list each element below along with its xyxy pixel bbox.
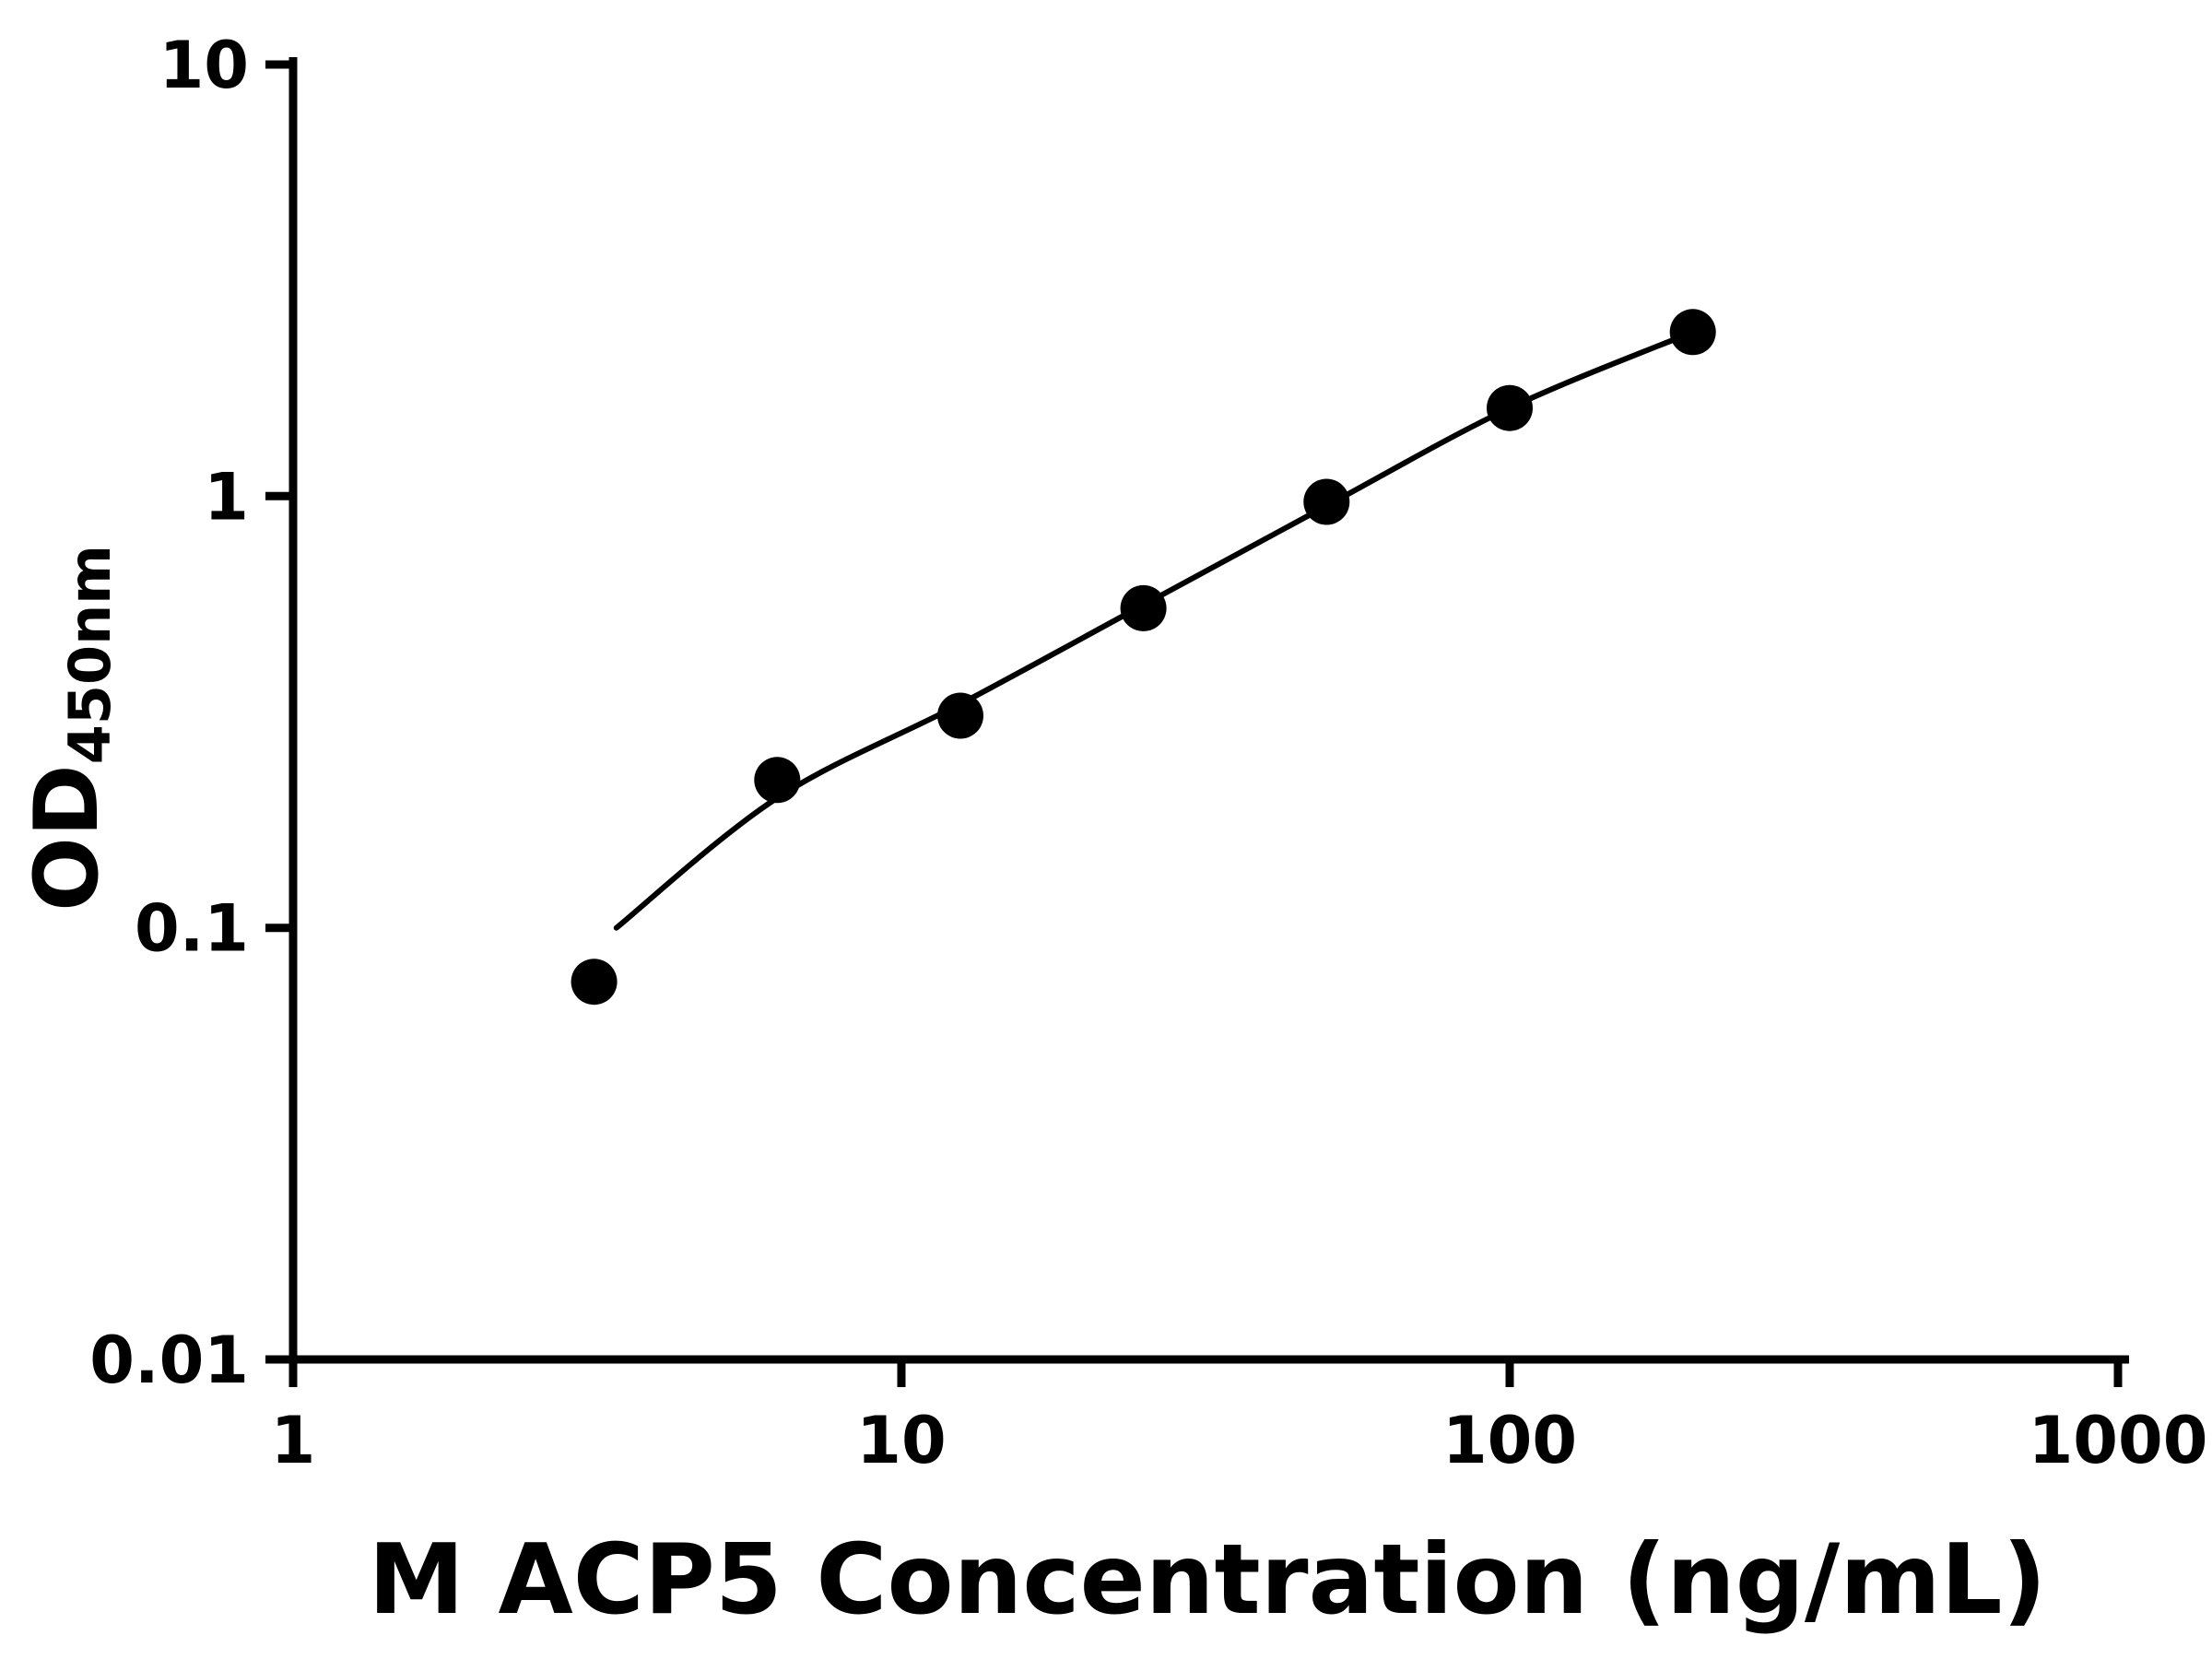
data-point bbox=[1487, 384, 1533, 431]
data-point bbox=[937, 692, 983, 739]
y-tick-label: 10 bbox=[159, 28, 249, 103]
data-point bbox=[1303, 478, 1350, 525]
plot-area: 1 10 100 1000 0.01 0.1 1 10 bbox=[89, 28, 2207, 1478]
y-tick-label: 0.01 bbox=[89, 1323, 249, 1398]
axis-lines bbox=[288, 57, 2129, 1364]
y-tick-label: 1 bbox=[204, 459, 249, 535]
y-tick-label: 0.1 bbox=[135, 891, 249, 967]
y-axis-title: OD450nm bbox=[17, 545, 124, 912]
data-point bbox=[1669, 309, 1716, 356]
y-axis-label-main: OD bbox=[17, 764, 118, 912]
data-point bbox=[1120, 584, 1167, 631]
x-tick-label: 1 bbox=[271, 1403, 316, 1478]
data-point bbox=[571, 959, 618, 1006]
fit-curve bbox=[613, 329, 1696, 931]
x-axis-title: M ACP5 Concentration (ng/mL) bbox=[368, 1524, 2046, 1636]
x-tick-label: 1000 bbox=[2029, 1403, 2208, 1478]
data-point bbox=[754, 757, 801, 804]
x-tick-label: 10 bbox=[856, 1403, 946, 1478]
x-tick-label: 100 bbox=[1442, 1403, 1577, 1478]
y-axis-label-sub: 450nm bbox=[56, 545, 124, 764]
